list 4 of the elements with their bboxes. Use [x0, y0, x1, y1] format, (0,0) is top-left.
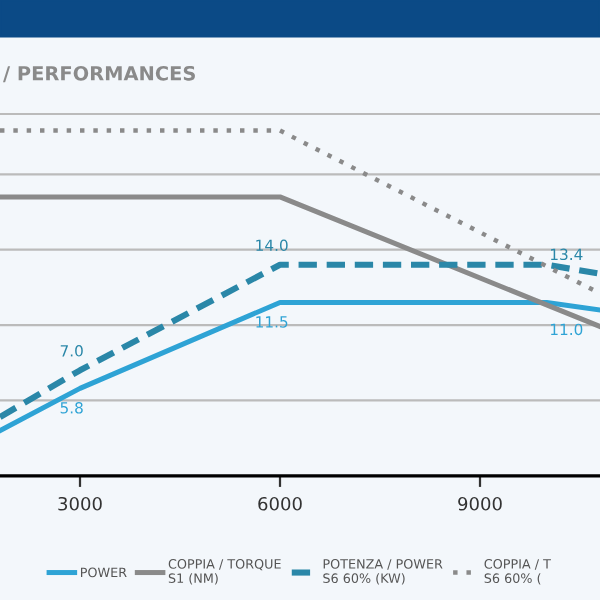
- chart-subtitle: / PERFORMANCES: [3, 65, 195, 83]
- x-tick-label: 6000: [258, 496, 302, 511]
- x-tick-label: 3000: [58, 496, 102, 511]
- x-tick-label: 9000: [458, 496, 502, 511]
